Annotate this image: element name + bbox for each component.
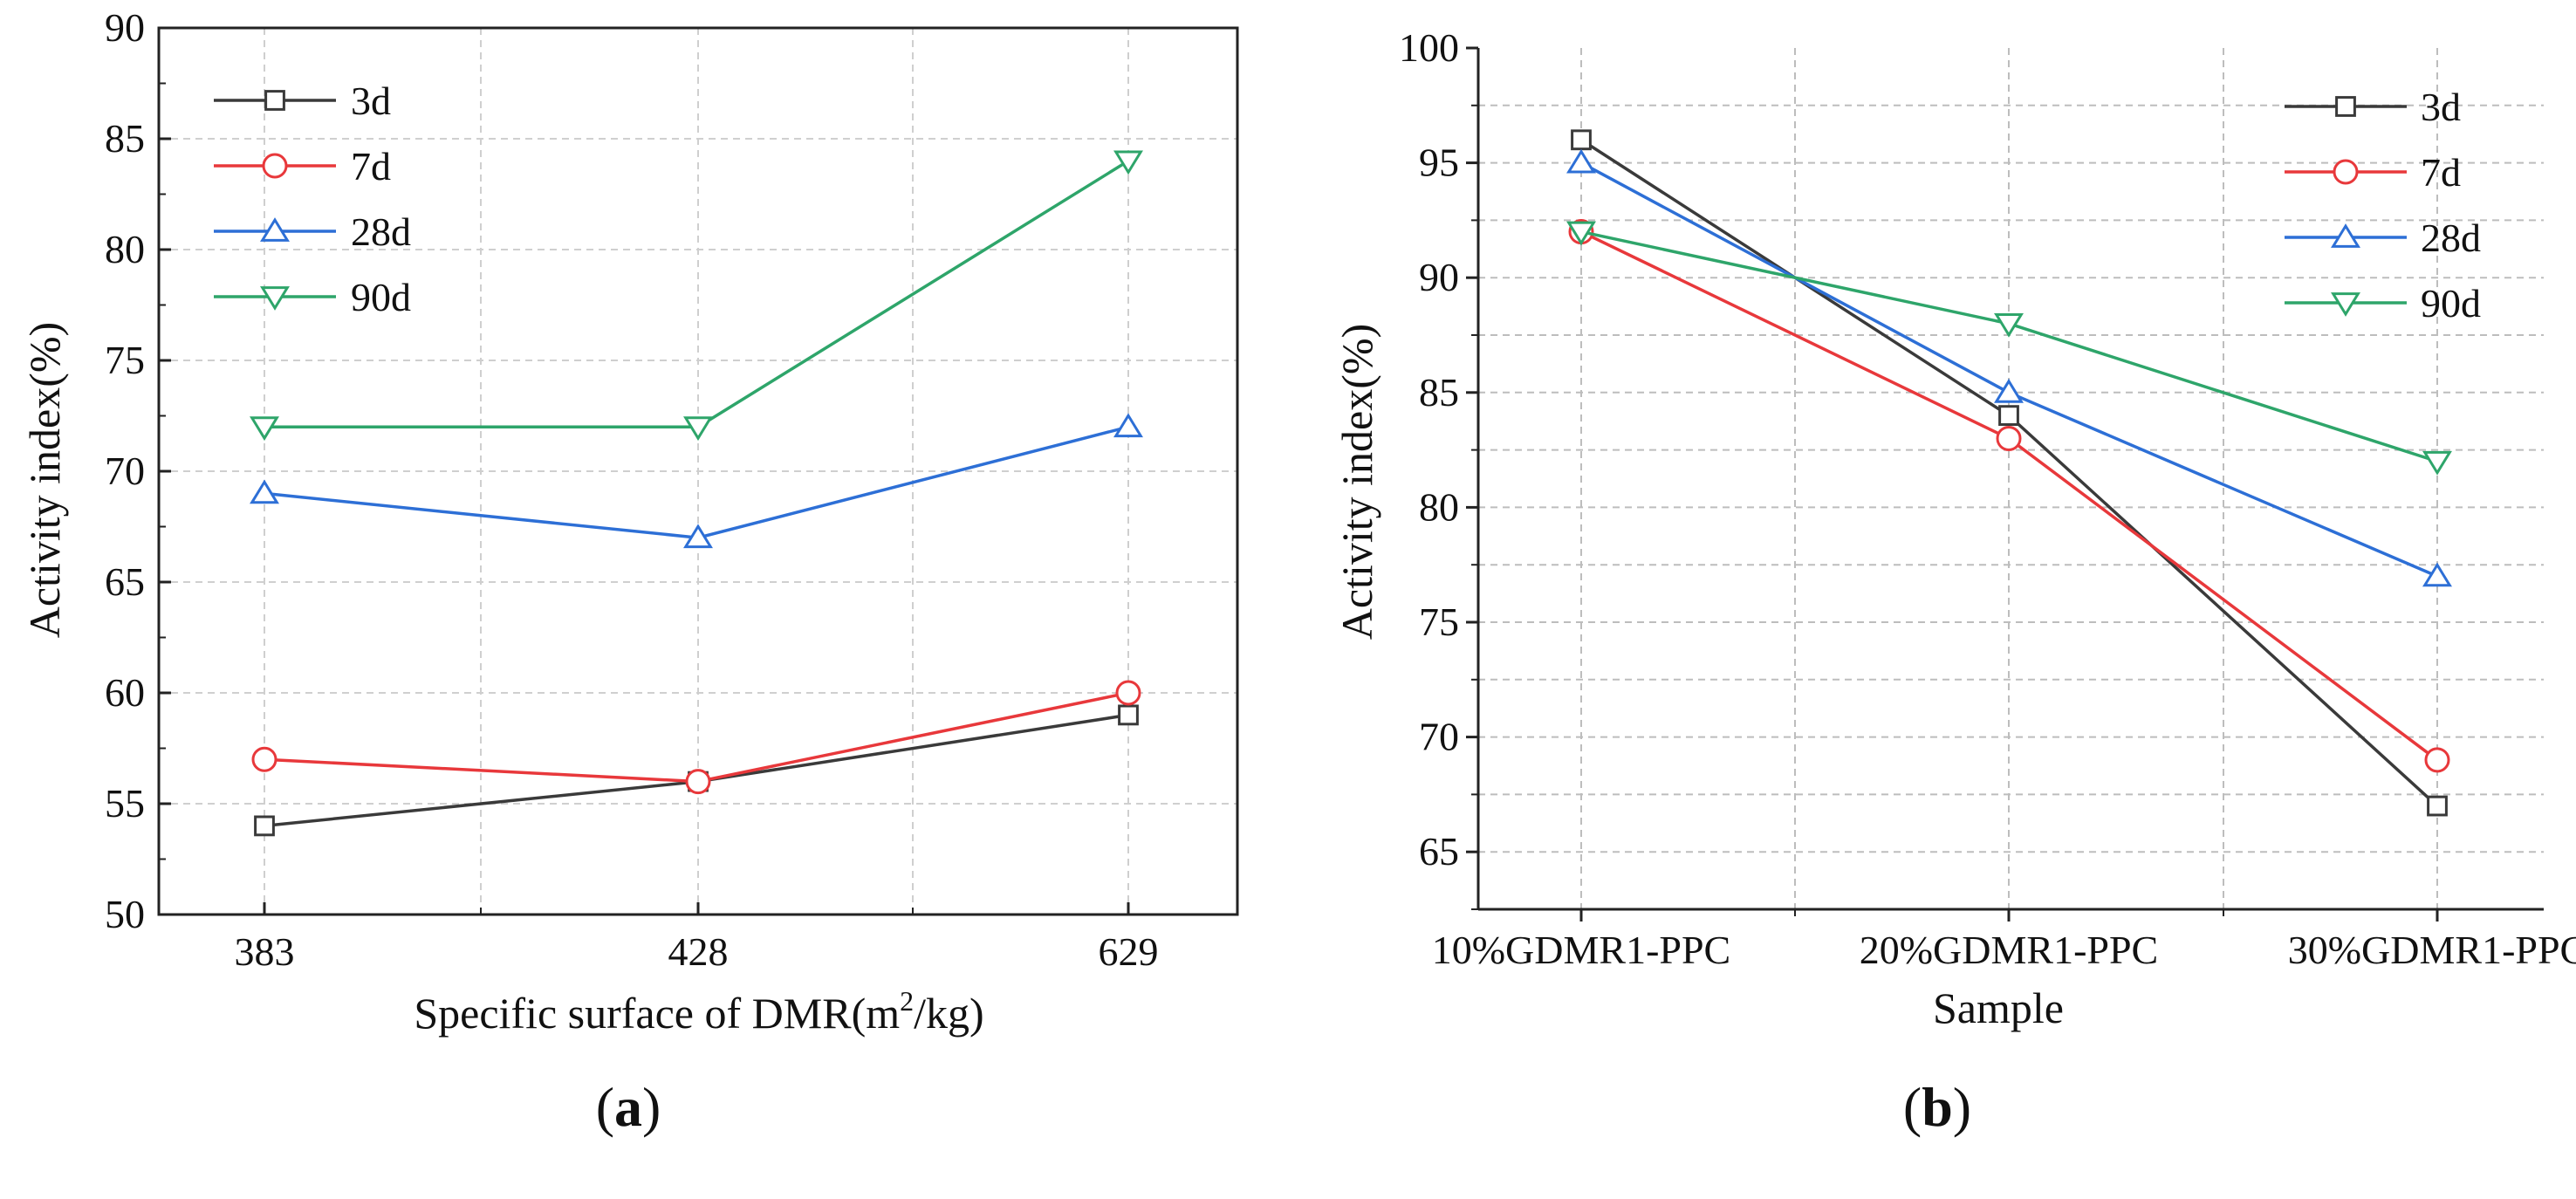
- legend-marker-28d: [2331, 223, 2360, 248]
- data-point-28d: [1994, 378, 2024, 403]
- data-point-28d: [250, 479, 279, 504]
- chart-b-x-tick-label: 20%GDMR1-PPC: [1860, 928, 2159, 972]
- data-point-90d: [1113, 150, 1143, 175]
- data-point-3d: [254, 815, 275, 837]
- data-point-3d: [1571, 129, 1592, 151]
- chart-b-grid: [1478, 48, 2544, 909]
- legend-label-7d: 7d: [2421, 150, 2461, 195]
- chart-b-y-tick-label: 70: [1419, 715, 1459, 759]
- chart-panel-b: 65 70 75 80 85 90 95 100 10%GDMR1-PPC 20%GDMR1-PP…: [1333, 25, 2576, 1138]
- chart-b-x-axis-title: Sample: [1933, 983, 2064, 1032]
- panel-label-a: (a): [596, 1076, 661, 1138]
- series-line-3d: [1580, 138, 2439, 807]
- chart-a-x-tick-label: 383: [235, 929, 295, 974]
- chart-b-y-tick-label: 75: [1419, 600, 1459, 644]
- chart-b-axes: 65 70 75 80 85 90 95 100 10%GDMR1-PPC 20%GDMR1-PP…: [1399, 25, 2576, 972]
- chart-b-y-tick-label: 95: [1419, 140, 1459, 185]
- chart-b-x-tick-label: 10%GDMR1-PPC: [1432, 928, 1731, 972]
- chart-b-x-tick-label: 30%GDMR1-PPC: [2288, 928, 2576, 972]
- chart-a-y-tick-label: 70: [105, 449, 145, 493]
- chart-b-y-tick-label: 65: [1419, 829, 1459, 874]
- chart-a-x-axis-title-end: /kg): [914, 989, 984, 1038]
- legend-label-90d: 90d: [2421, 281, 2481, 325]
- data-point-28d: [1566, 148, 1596, 174]
- data-point-28d: [2422, 562, 2452, 587]
- chart-a-legend: 3d 7d 28d 90d: [214, 79, 411, 319]
- legend-label-28d: 28d: [2421, 216, 2481, 260]
- legend-label-90d: 90d: [351, 275, 411, 319]
- data-point-7d: [1996, 425, 2022, 451]
- chart-a-y-tick-label: 80: [105, 227, 145, 271]
- legend-label-3d: 3d: [2421, 85, 2461, 129]
- chart-b-y-tick-label: 80: [1419, 484, 1459, 529]
- data-point-90d: [1566, 221, 1596, 246]
- chart-a-y-tick-label: 65: [105, 559, 145, 604]
- chart-b-series: [1566, 129, 2452, 817]
- chart-panel-a: 50 55 60 65 70 75 80 85 90 383 428 629 3d 7d 28d 90d A…: [20, 5, 1239, 1138]
- data-point-90d: [1994, 312, 2024, 338]
- chart-a-grid: [159, 28, 1237, 915]
- chart-a-y-tick-label: 60: [105, 670, 145, 715]
- data-point-7d: [1115, 680, 1141, 706]
- legend-marker-3d: [2335, 96, 2356, 117]
- chart-b-y-axis-title: Activity index(%): [1333, 324, 1381, 640]
- chart-b-y-tick-label: 90: [1419, 255, 1459, 299]
- data-point-3d: [1998, 405, 2019, 427]
- legend-marker-3d: [264, 90, 285, 111]
- data-point-28d: [683, 524, 713, 549]
- panel-label-b: (b): [1903, 1076, 1971, 1138]
- chart-a-y-tick-label: 55: [105, 781, 145, 826]
- data-point-90d: [250, 416, 279, 442]
- data-point-90d: [2422, 450, 2452, 476]
- chart-a-series: [250, 150, 1143, 837]
- chart-a-axes: 50 55 60 65 70 75 80 85 90 383 428 629: [105, 5, 1239, 974]
- legend-marker-28d: [260, 217, 290, 242]
- legend-label-3d: 3d: [351, 79, 391, 123]
- chart-a-x-tick-label: 428: [668, 929, 729, 974]
- chart-a-y-tick-label: 50: [105, 892, 145, 936]
- series-line-7d: [264, 691, 1129, 784]
- chart-a-x-tick-label: 629: [1099, 929, 1159, 974]
- chart-a-y-tick-label: 75: [105, 338, 145, 382]
- chart-a-x-axis-title-sup: 2: [900, 985, 914, 1017]
- chart-b-y-tick-label: 85: [1419, 370, 1459, 415]
- series-line-28d: [264, 425, 1129, 539]
- data-point-7d: [2424, 747, 2450, 773]
- chart-b-legend: 3d 7d 28d 90d: [2285, 85, 2481, 325]
- data-point-3d: [2427, 795, 2448, 817]
- legend-marker-7d: [262, 153, 288, 179]
- chart-a-x-axis-title: Specific surface of DMR(m2/kg): [414, 985, 983, 1038]
- chart-a-y-tick-label: 85: [105, 116, 145, 161]
- chart-a-y-axis-title: Activity index(%): [20, 322, 69, 638]
- data-point-28d: [1113, 413, 1143, 438]
- chart-a-y-tick-label: 90: [105, 5, 145, 50]
- data-point-3d: [1118, 704, 1139, 726]
- data-point-90d: [683, 416, 713, 442]
- legend-label-7d: 7d: [351, 144, 391, 188]
- data-point-7d: [685, 769, 711, 795]
- legend-label-28d: 28d: [351, 209, 411, 254]
- legend-marker-7d: [2333, 159, 2359, 185]
- data-point-7d: [251, 746, 277, 772]
- chart-b-y-tick-label: 100: [1399, 25, 1459, 70]
- chart-a-x-axis-title-main: Specific surface of DMR(m: [414, 989, 900, 1038]
- legend-marker-90d: [2331, 292, 2360, 317]
- legend-marker-90d: [260, 286, 290, 311]
